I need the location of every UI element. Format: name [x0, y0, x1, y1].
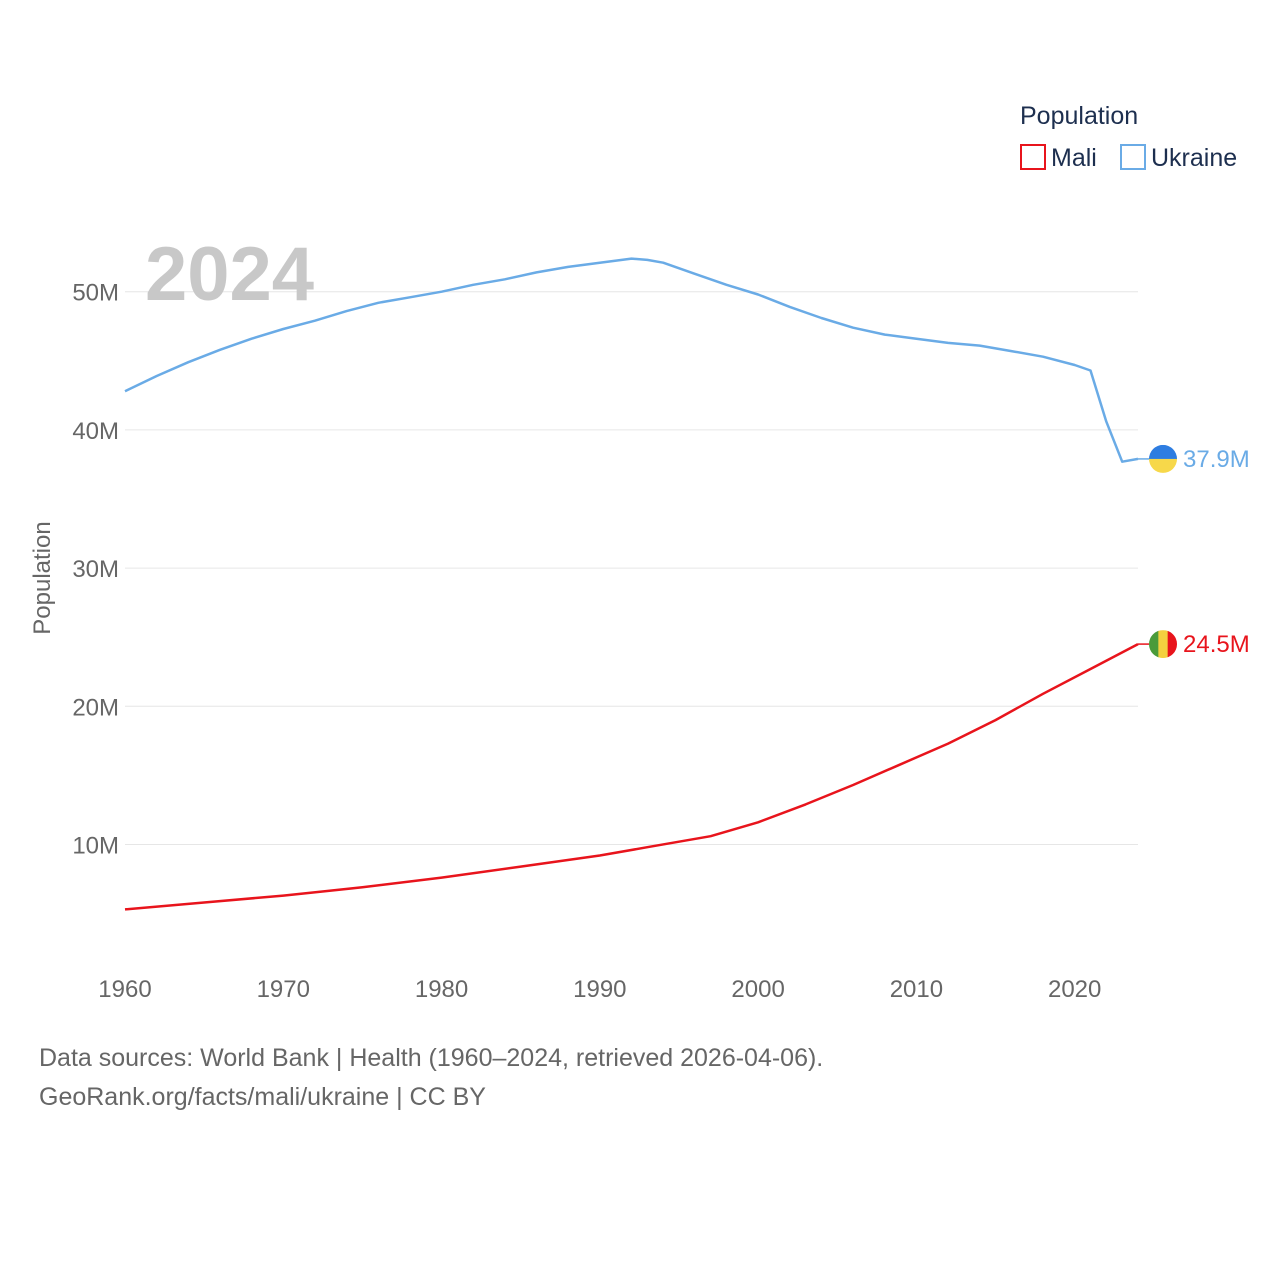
flag-stripe-ukraine-0 [1149, 444, 1177, 460]
current-year-label: 2024 [145, 232, 314, 317]
series-end-markers: 24.5M 37.9M [1138, 444, 1250, 659]
legend-item-mali[interactable]: Mali [1020, 144, 1097, 172]
series-lines [124, 257, 1139, 911]
legend-title: Population [1020, 102, 1138, 130]
y-axis-ticks: 10M 20M 30M 40M 50M [72, 280, 119, 860]
y-tick-label-50M: 50M [72, 280, 119, 307]
legend-swatch-ukraine [1120, 144, 1146, 170]
legend-label-mali: Mali [1051, 144, 1097, 172]
y-tick-label-30M: 30M [72, 556, 119, 583]
flag-icon-ukraine [1149, 444, 1177, 473]
series-line-ukraine [124, 257, 1139, 463]
flag-stripe-mali-1 [1158, 630, 1169, 659]
end-value-label-mali: 24.5M [1183, 631, 1250, 658]
x-axis-ticks: 1960 1970 1980 1990 2000 2010 2020 [98, 976, 1101, 1003]
x-tick-label-1970: 1970 [257, 976, 310, 1003]
x-tick-label-2020: 2020 [1048, 976, 1101, 1003]
flag-icon-mali [1149, 630, 1177, 659]
x-tick-label-2000: 2000 [731, 976, 784, 1003]
x-tick-label-1990: 1990 [573, 976, 626, 1003]
legend: Population Mali Ukraine [1020, 102, 1237, 172]
flag-stripe-ukraine-1 [1149, 458, 1177, 473]
series-line-mali [124, 642, 1139, 911]
y-axis-label: Population [29, 521, 56, 634]
legend-item-ukraine[interactable]: Ukraine [1120, 144, 1237, 172]
gridlines [125, 291, 1138, 845]
legend-label-ukraine: Ukraine [1151, 144, 1237, 172]
y-tick-label-10M: 10M [72, 832, 119, 859]
data-sources-note: Data sources: World Bank | Health (1960–… [39, 1044, 824, 1072]
end-value-label-ukraine: 37.9M [1183, 446, 1250, 473]
y-tick-label-20M: 20M [72, 694, 119, 721]
flag-stripe-mali-2 [1167, 630, 1177, 659]
x-tick-label-1980: 1980 [415, 976, 468, 1003]
flag-stripe-mali-0 [1149, 630, 1159, 659]
x-tick-label-2010: 2010 [890, 976, 943, 1003]
legend-swatch-mali [1020, 144, 1046, 170]
y-tick-label-40M: 40M [72, 418, 119, 445]
x-tick-label-1960: 1960 [98, 976, 151, 1003]
attribution-link[interactable]: GeoRank.org/facts/mali/ukraine | CC BY [39, 1083, 486, 1111]
